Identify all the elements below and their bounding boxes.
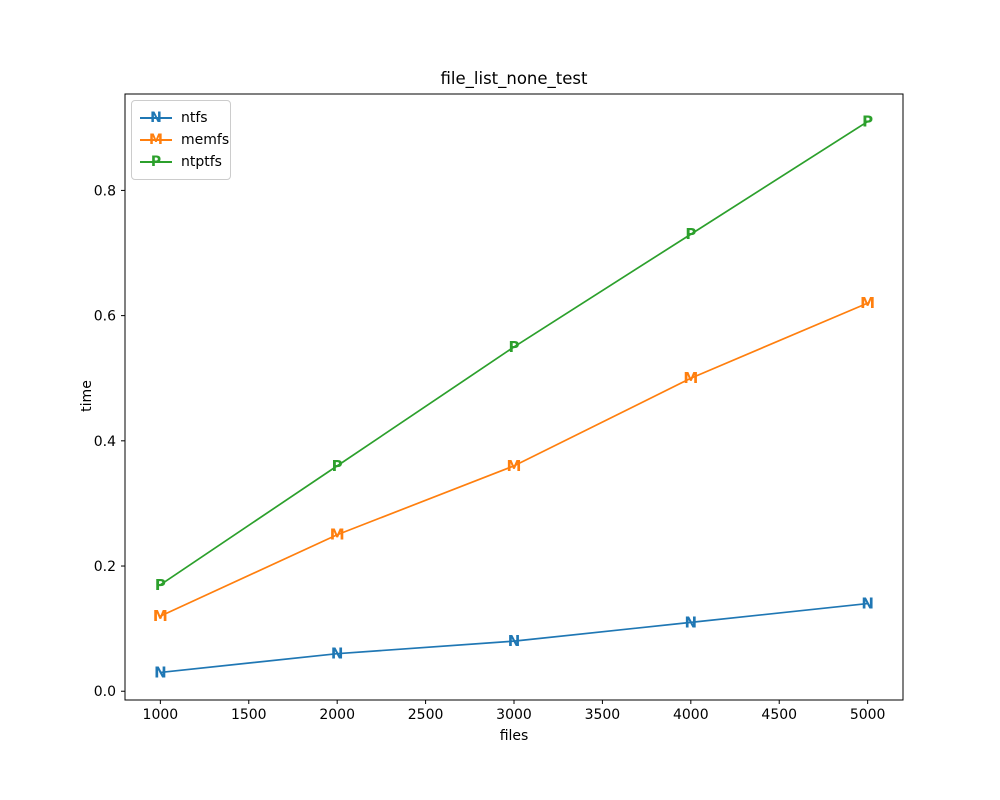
data-point-marker-ntptfs: P bbox=[862, 113, 873, 131]
plot-border bbox=[124, 93, 904, 701]
y-tick-label: 0.0 bbox=[94, 684, 116, 700]
data-point-marker-ntptfs: P bbox=[509, 338, 520, 356]
legend-line-sample bbox=[140, 139, 172, 141]
x-tick-label: 5000 bbox=[850, 707, 886, 723]
series-line-memfs bbox=[159, 302, 869, 617]
x-tick-label: 1000 bbox=[143, 707, 179, 723]
legend-line-sample bbox=[140, 117, 172, 119]
data-point-marker-ntfs: N bbox=[508, 632, 521, 650]
legend-item-ntptfs[interactable]: P ntptfs bbox=[140, 151, 222, 173]
x-tick-label: 3500 bbox=[585, 707, 621, 723]
data-point-marker-ntptfs: P bbox=[155, 576, 166, 594]
data-point-marker-memfs: M bbox=[860, 294, 875, 312]
data-point-marker-ntfs: N bbox=[154, 663, 167, 681]
y-tick-label: 0.8 bbox=[94, 183, 116, 199]
data-point-marker-memfs: M bbox=[330, 526, 345, 544]
x-tick-label: 4000 bbox=[673, 707, 709, 723]
legend-letter-marker: P bbox=[150, 154, 162, 170]
legend-label: ntptfs bbox=[181, 154, 222, 170]
legend-marker-ntptfs: P bbox=[140, 154, 172, 170]
y-tick-label: 0.6 bbox=[94, 309, 116, 325]
data-point-marker-ntptfs: P bbox=[685, 225, 696, 243]
data-point-marker-memfs: M bbox=[507, 457, 522, 475]
y-tick-label: 0.4 bbox=[94, 434, 116, 450]
legend-label: memfs bbox=[181, 132, 230, 148]
data-point-marker-ntfs: N bbox=[685, 613, 698, 631]
legend: N ntfs M memfs P ntptfs bbox=[131, 100, 231, 180]
data-point-marker-memfs: M bbox=[683, 369, 698, 387]
x-tick-label: 2000 bbox=[319, 707, 355, 723]
y-axis-label: time bbox=[79, 380, 95, 412]
legend-item-ntfs[interactable]: N ntfs bbox=[140, 107, 221, 129]
legend-label: ntfs bbox=[181, 110, 208, 126]
legend-marker-ntfs: N bbox=[140, 110, 172, 126]
chart-title: file_list_none_test bbox=[440, 69, 588, 88]
legend-marker-memfs: M bbox=[140, 132, 172, 148]
y-tick-label: 0.2 bbox=[94, 559, 116, 575]
legend-letter-marker: M bbox=[149, 132, 163, 148]
x-tick-label: 2500 bbox=[408, 707, 444, 723]
series-line-ntptfs bbox=[159, 120, 869, 586]
data-point-marker-ntfs: N bbox=[331, 645, 344, 663]
data-point-marker-ntptfs: P bbox=[332, 457, 343, 475]
data-point-marker-memfs: M bbox=[153, 607, 168, 625]
x-tick-label: 3000 bbox=[496, 707, 532, 723]
x-tick-label: 4500 bbox=[761, 707, 797, 723]
series-line-ntfs bbox=[159, 602, 869, 674]
legend-line-sample bbox=[140, 161, 172, 163]
legend-letter-marker: N bbox=[150, 110, 162, 126]
x-axis-label: files bbox=[499, 728, 529, 744]
x-tick-label: 1500 bbox=[231, 707, 267, 723]
legend-item-memfs[interactable]: M memfs bbox=[140, 129, 229, 151]
data-point-marker-ntfs: N bbox=[861, 595, 874, 613]
